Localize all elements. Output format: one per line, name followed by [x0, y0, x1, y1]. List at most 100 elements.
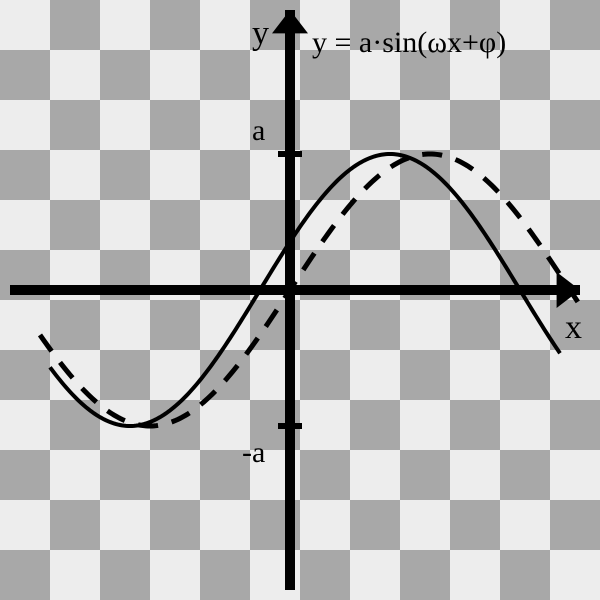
checker-tile	[350, 400, 400, 450]
checker-tile	[100, 150, 150, 200]
y-axis-label: y	[252, 15, 269, 52]
checker-tile	[400, 400, 450, 450]
checker-tile	[0, 150, 50, 200]
checker-tile	[100, 0, 150, 50]
checker-tile	[150, 450, 200, 500]
checker-tile	[500, 150, 550, 200]
checker-tile	[300, 500, 350, 550]
checker-tile	[400, 450, 450, 500]
checker-tile	[150, 300, 200, 350]
checker-tile	[200, 550, 250, 600]
checker-tile	[100, 50, 150, 100]
checker-tile	[550, 450, 600, 500]
checker-tile	[150, 200, 200, 250]
checker-tile	[0, 500, 50, 550]
checker-tile	[300, 450, 350, 500]
checker-tile	[150, 0, 200, 50]
checker-tile	[500, 550, 550, 600]
checker-tile	[350, 450, 400, 500]
checker-tile	[450, 150, 500, 200]
checker-tile	[0, 200, 50, 250]
checker-tile	[150, 150, 200, 200]
checker-tile	[350, 550, 400, 600]
checker-tile	[450, 350, 500, 400]
checker-tile	[450, 300, 500, 350]
checker-tile	[400, 300, 450, 350]
checker-tile	[100, 450, 150, 500]
checker-tile	[150, 550, 200, 600]
checker-tile	[50, 50, 100, 100]
checker-tile	[0, 450, 50, 500]
checker-tile	[200, 0, 250, 50]
checker-tile	[300, 100, 350, 150]
tick-label-a: a	[252, 114, 265, 147]
checker-tile	[0, 50, 50, 100]
formula-text: y = a·sin(ωx+φ)	[312, 26, 506, 59]
checker-tile	[350, 350, 400, 400]
checker-tile	[450, 500, 500, 550]
checker-tile	[100, 100, 150, 150]
checker-tile	[550, 100, 600, 150]
checker-tile	[550, 50, 600, 100]
checker-tile	[550, 550, 600, 600]
checker-tile	[50, 400, 100, 450]
checker-tile	[400, 350, 450, 400]
checker-tile	[50, 100, 100, 150]
checker-tile	[550, 400, 600, 450]
checker-tile	[300, 350, 350, 400]
checker-tile	[500, 350, 550, 400]
checker-tile	[550, 350, 600, 400]
checker-tile	[50, 500, 100, 550]
checker-tile	[350, 200, 400, 250]
checker-tile	[150, 100, 200, 150]
checker-tile	[200, 50, 250, 100]
checker-tile	[500, 100, 550, 150]
checker-tile	[100, 300, 150, 350]
checker-tile	[300, 200, 350, 250]
checker-tile	[500, 50, 550, 100]
tick-label-neg-a: -a	[242, 436, 265, 469]
x-axis-label: x	[565, 309, 582, 346]
checker-tile	[350, 500, 400, 550]
checker-tile	[0, 0, 50, 50]
checker-tile	[50, 0, 100, 50]
checker-tile	[500, 450, 550, 500]
checker-tile	[100, 550, 150, 600]
checker-tile	[300, 300, 350, 350]
checker-tile	[0, 400, 50, 450]
checker-tile	[50, 550, 100, 600]
checker-tile	[550, 200, 600, 250]
checker-tile	[0, 100, 50, 150]
checker-tile	[550, 150, 600, 200]
checker-tile	[150, 350, 200, 400]
checker-tile	[500, 400, 550, 450]
checker-tile	[350, 100, 400, 150]
checker-tile	[350, 300, 400, 350]
checker-tile	[500, 0, 550, 50]
checker-tile	[300, 550, 350, 600]
checker-tile	[150, 50, 200, 100]
checker-tile	[200, 500, 250, 550]
checker-tile	[0, 350, 50, 400]
checker-tile	[150, 500, 200, 550]
checker-tile	[400, 550, 450, 600]
checker-tile	[50, 300, 100, 350]
checker-tile	[550, 500, 600, 550]
checker-tile	[500, 200, 550, 250]
checker-tile	[550, 0, 600, 50]
checker-tile	[450, 450, 500, 500]
checker-tile	[200, 100, 250, 150]
checker-tile	[400, 500, 450, 550]
checker-tile	[300, 400, 350, 450]
checker-tile	[100, 350, 150, 400]
checker-tile	[0, 550, 50, 600]
checker-tile	[450, 100, 500, 150]
checker-tile	[100, 500, 150, 550]
checker-tile	[50, 450, 100, 500]
checker-tile	[500, 500, 550, 550]
checker-tile	[450, 400, 500, 450]
checker-tile	[450, 550, 500, 600]
checker-tile	[400, 200, 450, 250]
checker-tile	[400, 100, 450, 150]
checker-tile	[200, 150, 250, 200]
